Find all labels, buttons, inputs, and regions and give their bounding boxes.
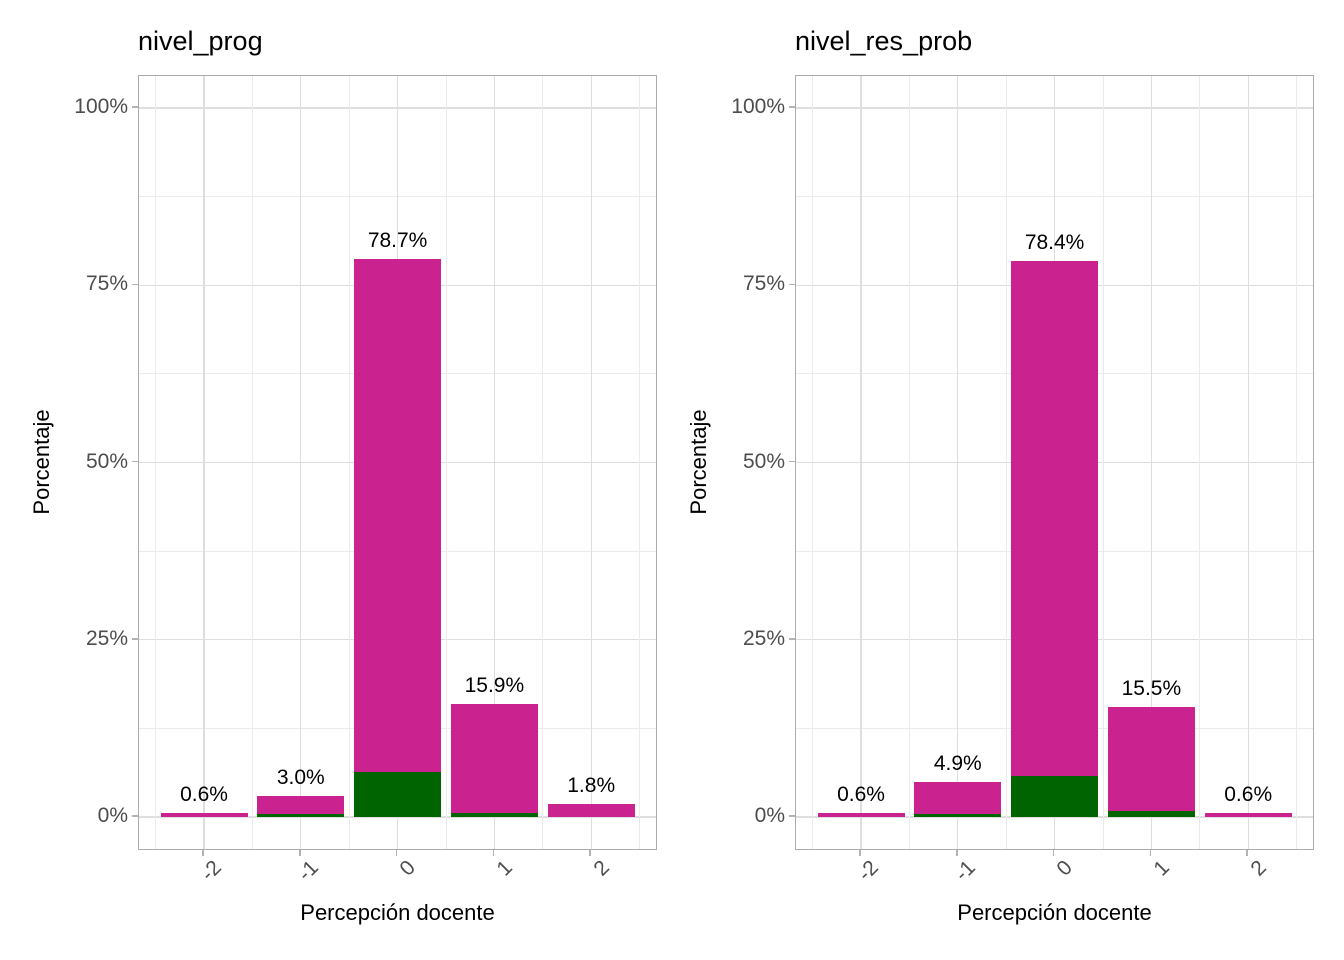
- bar-value-label: 15.9%: [464, 674, 525, 698]
- y-tick-label: 25%: [85, 626, 128, 650]
- x-axis-tick: [1246, 850, 1248, 856]
- bar-value-label: 78.7%: [367, 229, 428, 253]
- bar-segment-magenta: [1204, 812, 1292, 817]
- y-axis-tick: [132, 283, 138, 285]
- y-axis-tick: [789, 638, 795, 640]
- bar-segment-magenta: [914, 782, 1002, 815]
- bar-segment-green: [257, 814, 345, 817]
- gridline-minor-vertical: [908, 76, 910, 849]
- bar-segment-magenta: [160, 812, 248, 817]
- gridline-minor-vertical: [155, 76, 157, 849]
- plot-panel: 0.6% 3.0% 78.7% 15.9% 1.8%: [138, 75, 657, 850]
- bar-segment-magenta: [817, 812, 905, 817]
- gridline-major-vertical: [860, 76, 862, 849]
- y-axis-tick: [789, 460, 795, 463]
- x-tick-label: -1: [950, 856, 981, 886]
- bar-segment-green: [450, 812, 538, 817]
- bar-segment-magenta: [547, 804, 635, 817]
- bar-value-label: 0.6%: [1224, 782, 1273, 806]
- bar-value-label: 1.8%: [567, 774, 616, 798]
- gridline-major-vertical: [493, 76, 496, 849]
- bar-segment-magenta: [450, 704, 538, 813]
- bar-value-label: 78.4%: [1024, 231, 1085, 255]
- x-axis-tick: [299, 850, 301, 856]
- x-tick-label: -1: [293, 856, 324, 886]
- bar-value-label: 4.9%: [933, 752, 982, 776]
- y-tick-label: 0%: [97, 804, 128, 827]
- x-tick-label: 1: [492, 856, 517, 881]
- y-axis-tick: [789, 815, 795, 817]
- y-axis-tick: [789, 283, 795, 285]
- gridline-minor-vertical: [812, 76, 814, 849]
- y-tick-label: 100%: [731, 95, 785, 118]
- x-axis-title: Percepción docente: [300, 900, 495, 925]
- x-axis-tick: [1149, 850, 1152, 856]
- y-tick-label: 50%: [742, 449, 785, 473]
- gridline-minor-vertical: [251, 76, 253, 849]
- bar-value-label: 15.5%: [1121, 677, 1182, 701]
- bar-segment-magenta: [257, 795, 345, 815]
- x-axis-tick: [202, 850, 204, 856]
- chart-title: nivel_prog: [138, 26, 263, 56]
- gridline-minor-vertical: [348, 76, 350, 849]
- plot-panel: 0.6% 4.9% 78.4% 15.5% 0.6%: [795, 75, 1314, 850]
- chart-title: nivel_res_prob: [795, 26, 973, 56]
- bar-segment-magenta: [1107, 707, 1195, 812]
- gridline-major-vertical: [1150, 76, 1153, 849]
- y-axis-tick: [132, 638, 138, 640]
- x-axis-tick: [1052, 850, 1055, 856]
- y-tick-label: 50%: [85, 449, 128, 473]
- gridline-major-vertical: [1247, 76, 1249, 849]
- y-tick-label: 0%: [754, 804, 785, 827]
- y-tick-label: 75%: [85, 272, 128, 296]
- y-tick-label: 75%: [742, 272, 785, 296]
- gridline-minor-vertical: [1199, 76, 1201, 849]
- gridline-minor-vertical: [639, 76, 641, 849]
- x-tick-label: 2: [588, 856, 614, 881]
- x-tick-label: -2: [853, 856, 884, 886]
- bar-value-label: 0.6%: [837, 782, 885, 806]
- gridline-major-vertical: [300, 76, 302, 849]
- gridline-minor-vertical: [1296, 76, 1298, 849]
- chart-nivel-prog: nivel_prog Porcentaje Percepción docente…: [29, 26, 657, 925]
- gridline-minor-vertical: [1102, 76, 1104, 849]
- bar-value-label: 0.6%: [180, 782, 228, 806]
- x-axis-tick: [859, 850, 861, 856]
- x-tick-label: 0: [395, 856, 420, 881]
- bar-segment-magenta: [1011, 261, 1099, 776]
- bar-segment-green: [1011, 775, 1099, 817]
- bar-segment-green: [1107, 811, 1195, 817]
- gridline-minor-vertical: [1005, 76, 1007, 849]
- bar-segment-magenta: [354, 259, 442, 773]
- bar-segment-green: [354, 772, 442, 817]
- chart-nivel-res-prob: nivel_res_prob Porcentaje Percepción doc…: [672, 0, 1344, 960]
- x-axis-tick: [492, 850, 495, 856]
- x-axis-tick: [395, 850, 398, 856]
- x-tick-label: -2: [196, 856, 227, 886]
- bar-value-label: 3.0%: [276, 765, 325, 789]
- x-tick-label: 2: [1245, 856, 1271, 881]
- gridline-major-vertical: [590, 76, 592, 849]
- bar-segment-green: [914, 814, 1002, 817]
- y-axis-tick: [789, 106, 795, 108]
- gridline-minor-vertical: [445, 76, 447, 849]
- y-tick-label: 25%: [742, 626, 785, 650]
- x-axis-tick: [589, 850, 591, 856]
- x-axis-title: Percepción docente: [957, 900, 1152, 925]
- y-axis-tick: [132, 460, 138, 463]
- gridline-major-vertical: [957, 76, 959, 849]
- x-axis-tick: [956, 850, 958, 856]
- x-tick-label: 0: [1052, 856, 1077, 881]
- x-tick-label: 1: [1149, 856, 1174, 881]
- gridline-minor-vertical: [542, 76, 544, 849]
- y-tick-label: 100%: [74, 95, 128, 118]
- y-axis-tick: [132, 106, 138, 108]
- gridline-major-vertical: [203, 76, 205, 849]
- y-axis-tick: [132, 815, 138, 817]
